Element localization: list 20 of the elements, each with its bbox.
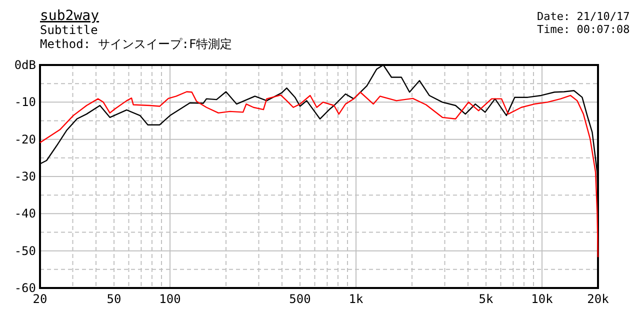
text: Date: 21/10/17 <box>537 10 630 23</box>
x-tick-label: 20 <box>32 292 48 306</box>
y-tick-label: 0dB <box>14 58 36 72</box>
x-tick-label: 100 <box>159 292 181 306</box>
text: Method: サインスイープ:F特測定 <box>40 37 232 51</box>
x-tick-label: 500 <box>289 292 311 306</box>
x-tick-label: 50 <box>106 292 122 306</box>
x-tick-label: 20k <box>587 292 610 306</box>
chart-title: sub2way <box>40 8 100 24</box>
y-tick-label: -40 <box>14 206 36 221</box>
y-tick-label: -10 <box>14 95 36 110</box>
y-tick-label: -20 <box>14 132 36 146</box>
text: Time: 00:07:08 <box>537 23 630 36</box>
chart-subtitle: Subtitle <box>40 23 98 37</box>
x-tick-label: 1k <box>348 292 364 306</box>
x-tick-label: 10k <box>531 292 554 306</box>
x-tick-label: 5k <box>478 292 494 306</box>
y-tick-label: -30 <box>14 170 36 184</box>
y-tick-label: -60 <box>14 281 36 295</box>
y-tick-label: -50 <box>14 244 36 258</box>
